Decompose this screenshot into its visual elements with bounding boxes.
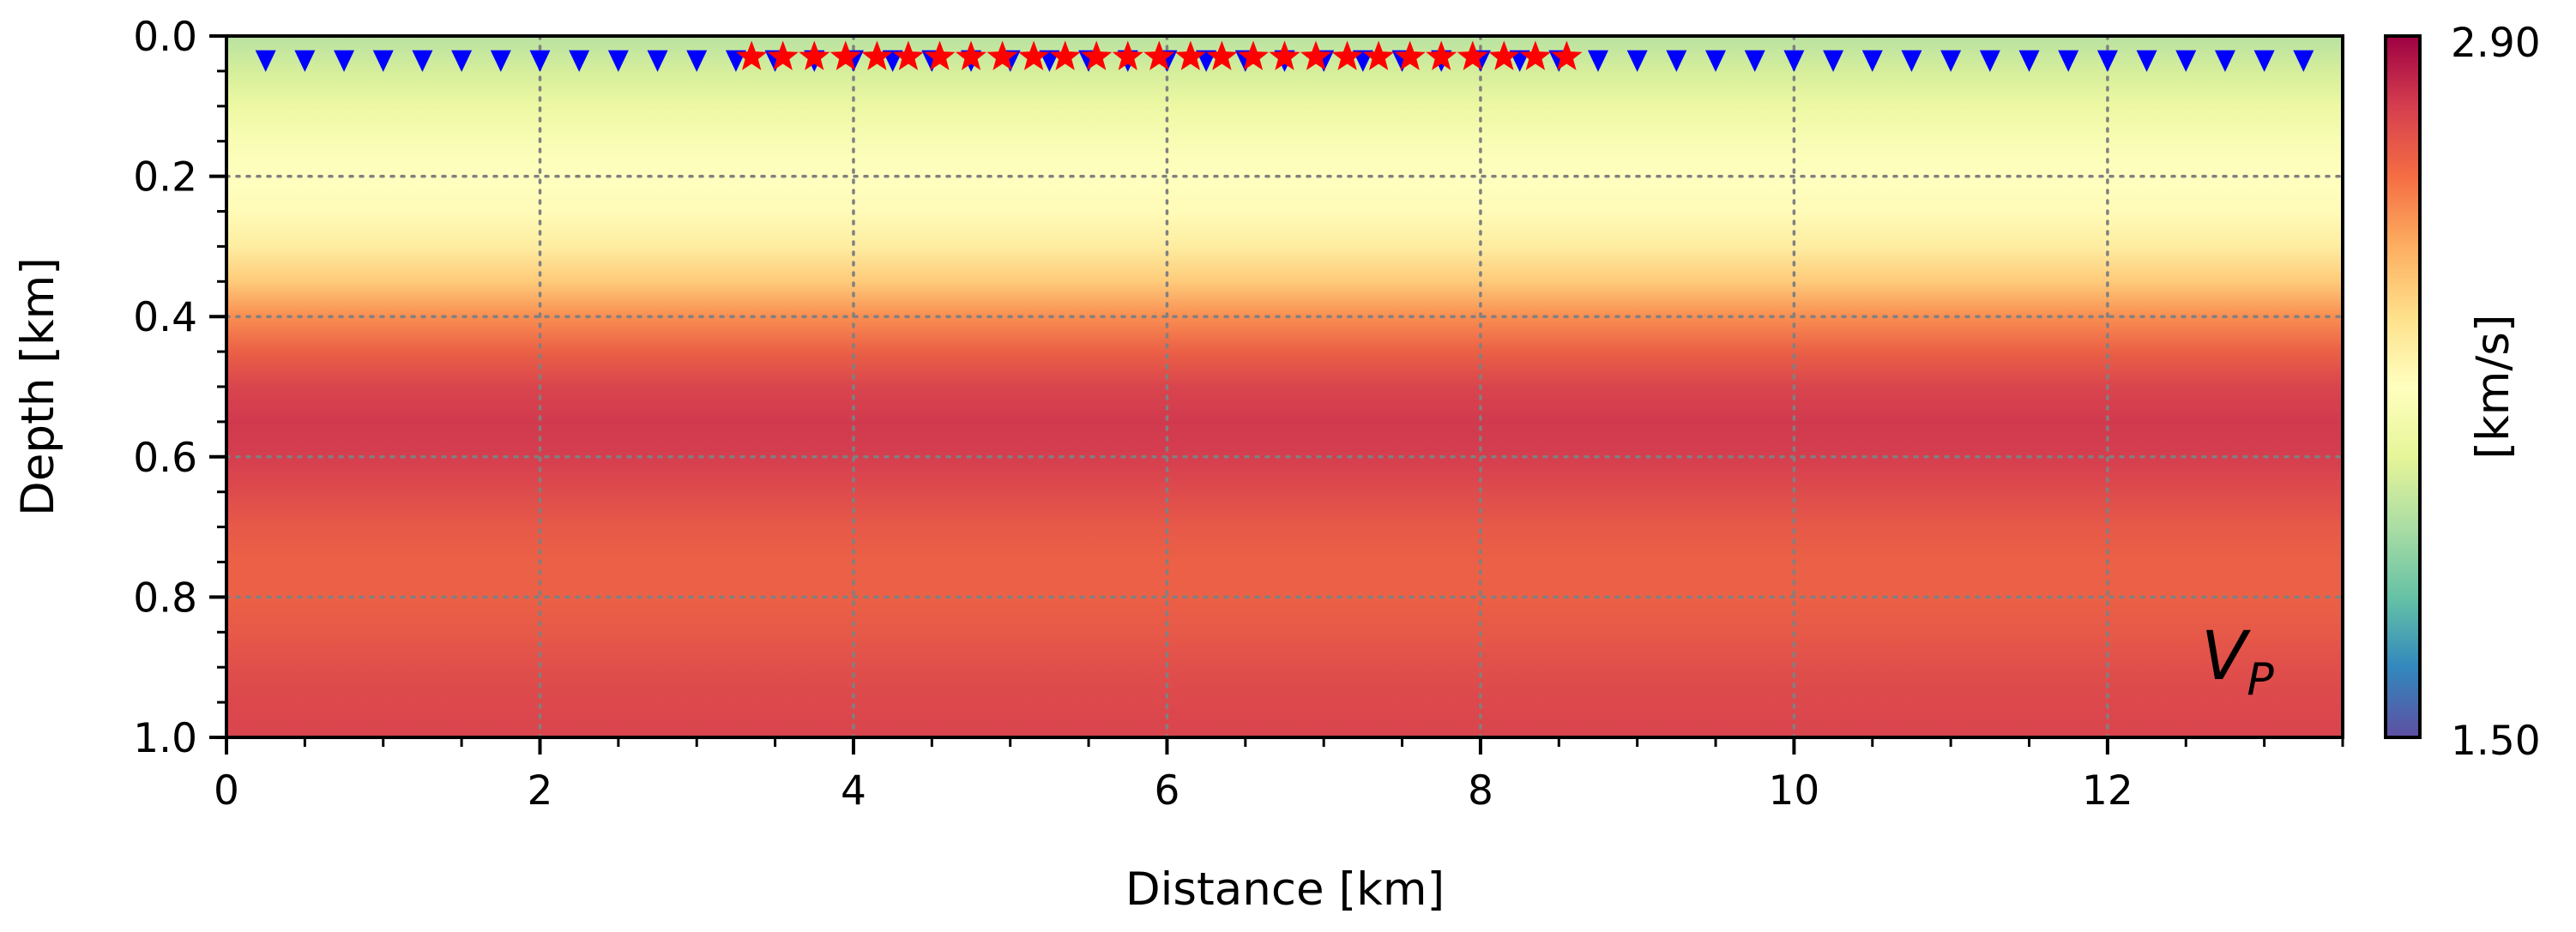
receiver-marker bbox=[1979, 50, 2000, 72]
receiver-marker bbox=[1901, 50, 1922, 72]
source-markers bbox=[736, 40, 1583, 70]
source-marker bbox=[1018, 40, 1050, 70]
source-marker bbox=[1143, 40, 1175, 70]
receiver-marker bbox=[607, 50, 629, 72]
y-tick-label: 0.8 bbox=[133, 574, 197, 622]
receiver-marker bbox=[1587, 50, 1608, 72]
receiver-marker bbox=[372, 50, 394, 72]
source-marker bbox=[1081, 40, 1113, 70]
receiver-marker bbox=[2018, 50, 2040, 72]
source-marker bbox=[1551, 40, 1583, 70]
receiver-marker bbox=[686, 50, 708, 72]
receiver-marker bbox=[2293, 50, 2314, 72]
source-marker bbox=[924, 40, 956, 70]
source-marker bbox=[1206, 40, 1238, 70]
y-tick-label: 0.0 bbox=[133, 14, 197, 61]
receiver-marker bbox=[2136, 50, 2157, 72]
x-tick-label: 0 bbox=[214, 767, 239, 815]
y-tick-label: 0.6 bbox=[133, 435, 197, 482]
source-marker bbox=[892, 40, 924, 70]
x-tick-label: 10 bbox=[1769, 767, 1820, 815]
receiver-marker bbox=[490, 50, 511, 72]
colorbar-max-label: 2.90 bbox=[2451, 20, 2541, 67]
receiver-marker bbox=[294, 50, 316, 72]
receiver-marker bbox=[1823, 50, 1844, 72]
source-marker bbox=[767, 40, 799, 70]
source-marker bbox=[1049, 40, 1081, 70]
source-marker bbox=[799, 40, 830, 70]
source-marker bbox=[1331, 40, 1363, 70]
vp-annotation-sub: P bbox=[2247, 654, 2274, 706]
source-marker bbox=[1426, 40, 1457, 70]
source-marker bbox=[1174, 40, 1206, 70]
receiver-marker bbox=[412, 50, 433, 72]
x-tick-label: 8 bbox=[1468, 767, 1493, 815]
receiver-marker bbox=[1705, 50, 1727, 72]
receiver-marker bbox=[1783, 50, 1805, 72]
x-axis-ticks: 0 2 4 6 8 10 12 bbox=[214, 737, 2344, 815]
receiver-marker bbox=[2253, 50, 2275, 72]
source-marker bbox=[1519, 40, 1551, 70]
receiver-marker bbox=[334, 50, 355, 72]
y-tick-label: 0.4 bbox=[133, 294, 197, 341]
source-marker bbox=[1237, 40, 1269, 70]
y-axis-ticks: 0.0 0.2 0.4 0.6 0.8 1.0 bbox=[133, 14, 226, 762]
source-marker bbox=[1300, 40, 1332, 70]
x-tick-label: 4 bbox=[841, 767, 866, 815]
y-tick-label: 0.2 bbox=[133, 154, 197, 201]
receiver-marker bbox=[647, 50, 668, 72]
receiver-marker bbox=[2175, 50, 2197, 72]
vp-annotation-main: V bbox=[2201, 618, 2251, 695]
source-marker bbox=[1457, 40, 1488, 70]
x-tick-label: 6 bbox=[1154, 767, 1179, 815]
vp-annotation: VP bbox=[2201, 618, 2274, 706]
source-marker bbox=[1488, 40, 1520, 70]
velocity-heatmap bbox=[226, 36, 2343, 737]
receiver-marker bbox=[1861, 50, 1883, 72]
colorbar-title: [km/s] bbox=[2467, 314, 2519, 459]
grid-lines bbox=[226, 36, 2343, 737]
source-marker bbox=[955, 40, 987, 70]
receiver-marker bbox=[1626, 50, 1648, 72]
source-marker bbox=[1112, 40, 1143, 70]
receiver-marker bbox=[255, 50, 276, 72]
x-tick-label: 2 bbox=[528, 767, 553, 815]
source-marker bbox=[830, 40, 861, 70]
receiver-marker bbox=[451, 50, 473, 72]
receiver-marker bbox=[2214, 50, 2235, 72]
receiver-marker bbox=[1744, 50, 1765, 72]
x-axis-title: Distance [km] bbox=[1125, 863, 1445, 916]
source-marker bbox=[986, 40, 1018, 70]
receiver-marker bbox=[2058, 50, 2079, 72]
source-marker bbox=[1394, 40, 1426, 70]
x-tick-label: 12 bbox=[2082, 767, 2133, 815]
colorbar bbox=[2384, 34, 2422, 739]
source-marker bbox=[736, 40, 768, 70]
receiver-marker bbox=[2096, 50, 2118, 72]
y-axis-title: Depth [km] bbox=[12, 257, 64, 516]
y-tick-label: 1.0 bbox=[133, 715, 197, 762]
receiver-marker bbox=[569, 50, 590, 72]
receiver-marker bbox=[1940, 50, 1962, 72]
receiver-marker bbox=[529, 50, 551, 72]
colorbar-min-label: 1.50 bbox=[2451, 718, 2541, 765]
receiver-marker bbox=[1666, 50, 1687, 72]
source-marker bbox=[1269, 40, 1300, 70]
source-marker bbox=[861, 40, 893, 70]
source-marker bbox=[1363, 40, 1395, 70]
